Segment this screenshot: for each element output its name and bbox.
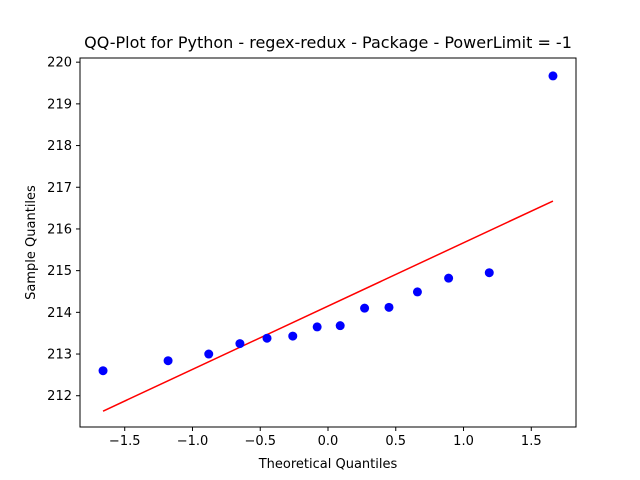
y-axis-label: Sample Quantiles xyxy=(24,185,39,300)
x-tick-label: 1.0 xyxy=(453,434,474,449)
x-tick-label: −0.5 xyxy=(244,434,276,449)
y-tick-label: 220 xyxy=(47,56,72,71)
x-tick-label: 0.0 xyxy=(318,434,339,449)
data-point xyxy=(484,268,494,278)
data-point xyxy=(288,331,298,341)
y-axis: 212 213 214 215 216 217 218 219 220 xyxy=(47,56,80,404)
y-tick-label: 217 xyxy=(47,181,72,196)
x-tick-label: 0.5 xyxy=(385,434,406,449)
x-tick-label: −1.0 xyxy=(177,434,209,449)
plot-area xyxy=(98,71,558,412)
x-axis-label: Theoretical Quantiles xyxy=(258,457,398,472)
data-point xyxy=(360,303,370,313)
data-point xyxy=(163,356,173,366)
y-tick-label: 219 xyxy=(47,97,72,112)
chart-title: QQ-Plot for Python - regex-redux - Packa… xyxy=(84,33,572,52)
y-tick-label: 213 xyxy=(47,348,72,363)
x-axis: −1.5 −1.0 −0.5 0.0 0.5 1.0 1.5 xyxy=(109,427,542,449)
y-tick-label: 214 xyxy=(47,306,72,321)
data-point xyxy=(312,322,322,332)
y-tick-label: 216 xyxy=(47,222,72,237)
y-tick-label: 212 xyxy=(47,389,72,404)
data-point xyxy=(235,339,245,349)
data-point xyxy=(98,366,108,376)
data-point xyxy=(384,302,394,312)
x-tick-label: 1.5 xyxy=(521,434,542,449)
reference-line xyxy=(102,200,554,412)
y-tick-label: 215 xyxy=(47,264,72,279)
data-point xyxy=(335,321,345,331)
data-point xyxy=(262,333,272,343)
data-point xyxy=(412,287,422,297)
x-tick-label: −1.5 xyxy=(109,434,141,449)
data-point xyxy=(204,349,214,359)
data-point xyxy=(444,273,454,283)
y-tick-label: 218 xyxy=(47,139,72,154)
data-point xyxy=(548,71,558,81)
